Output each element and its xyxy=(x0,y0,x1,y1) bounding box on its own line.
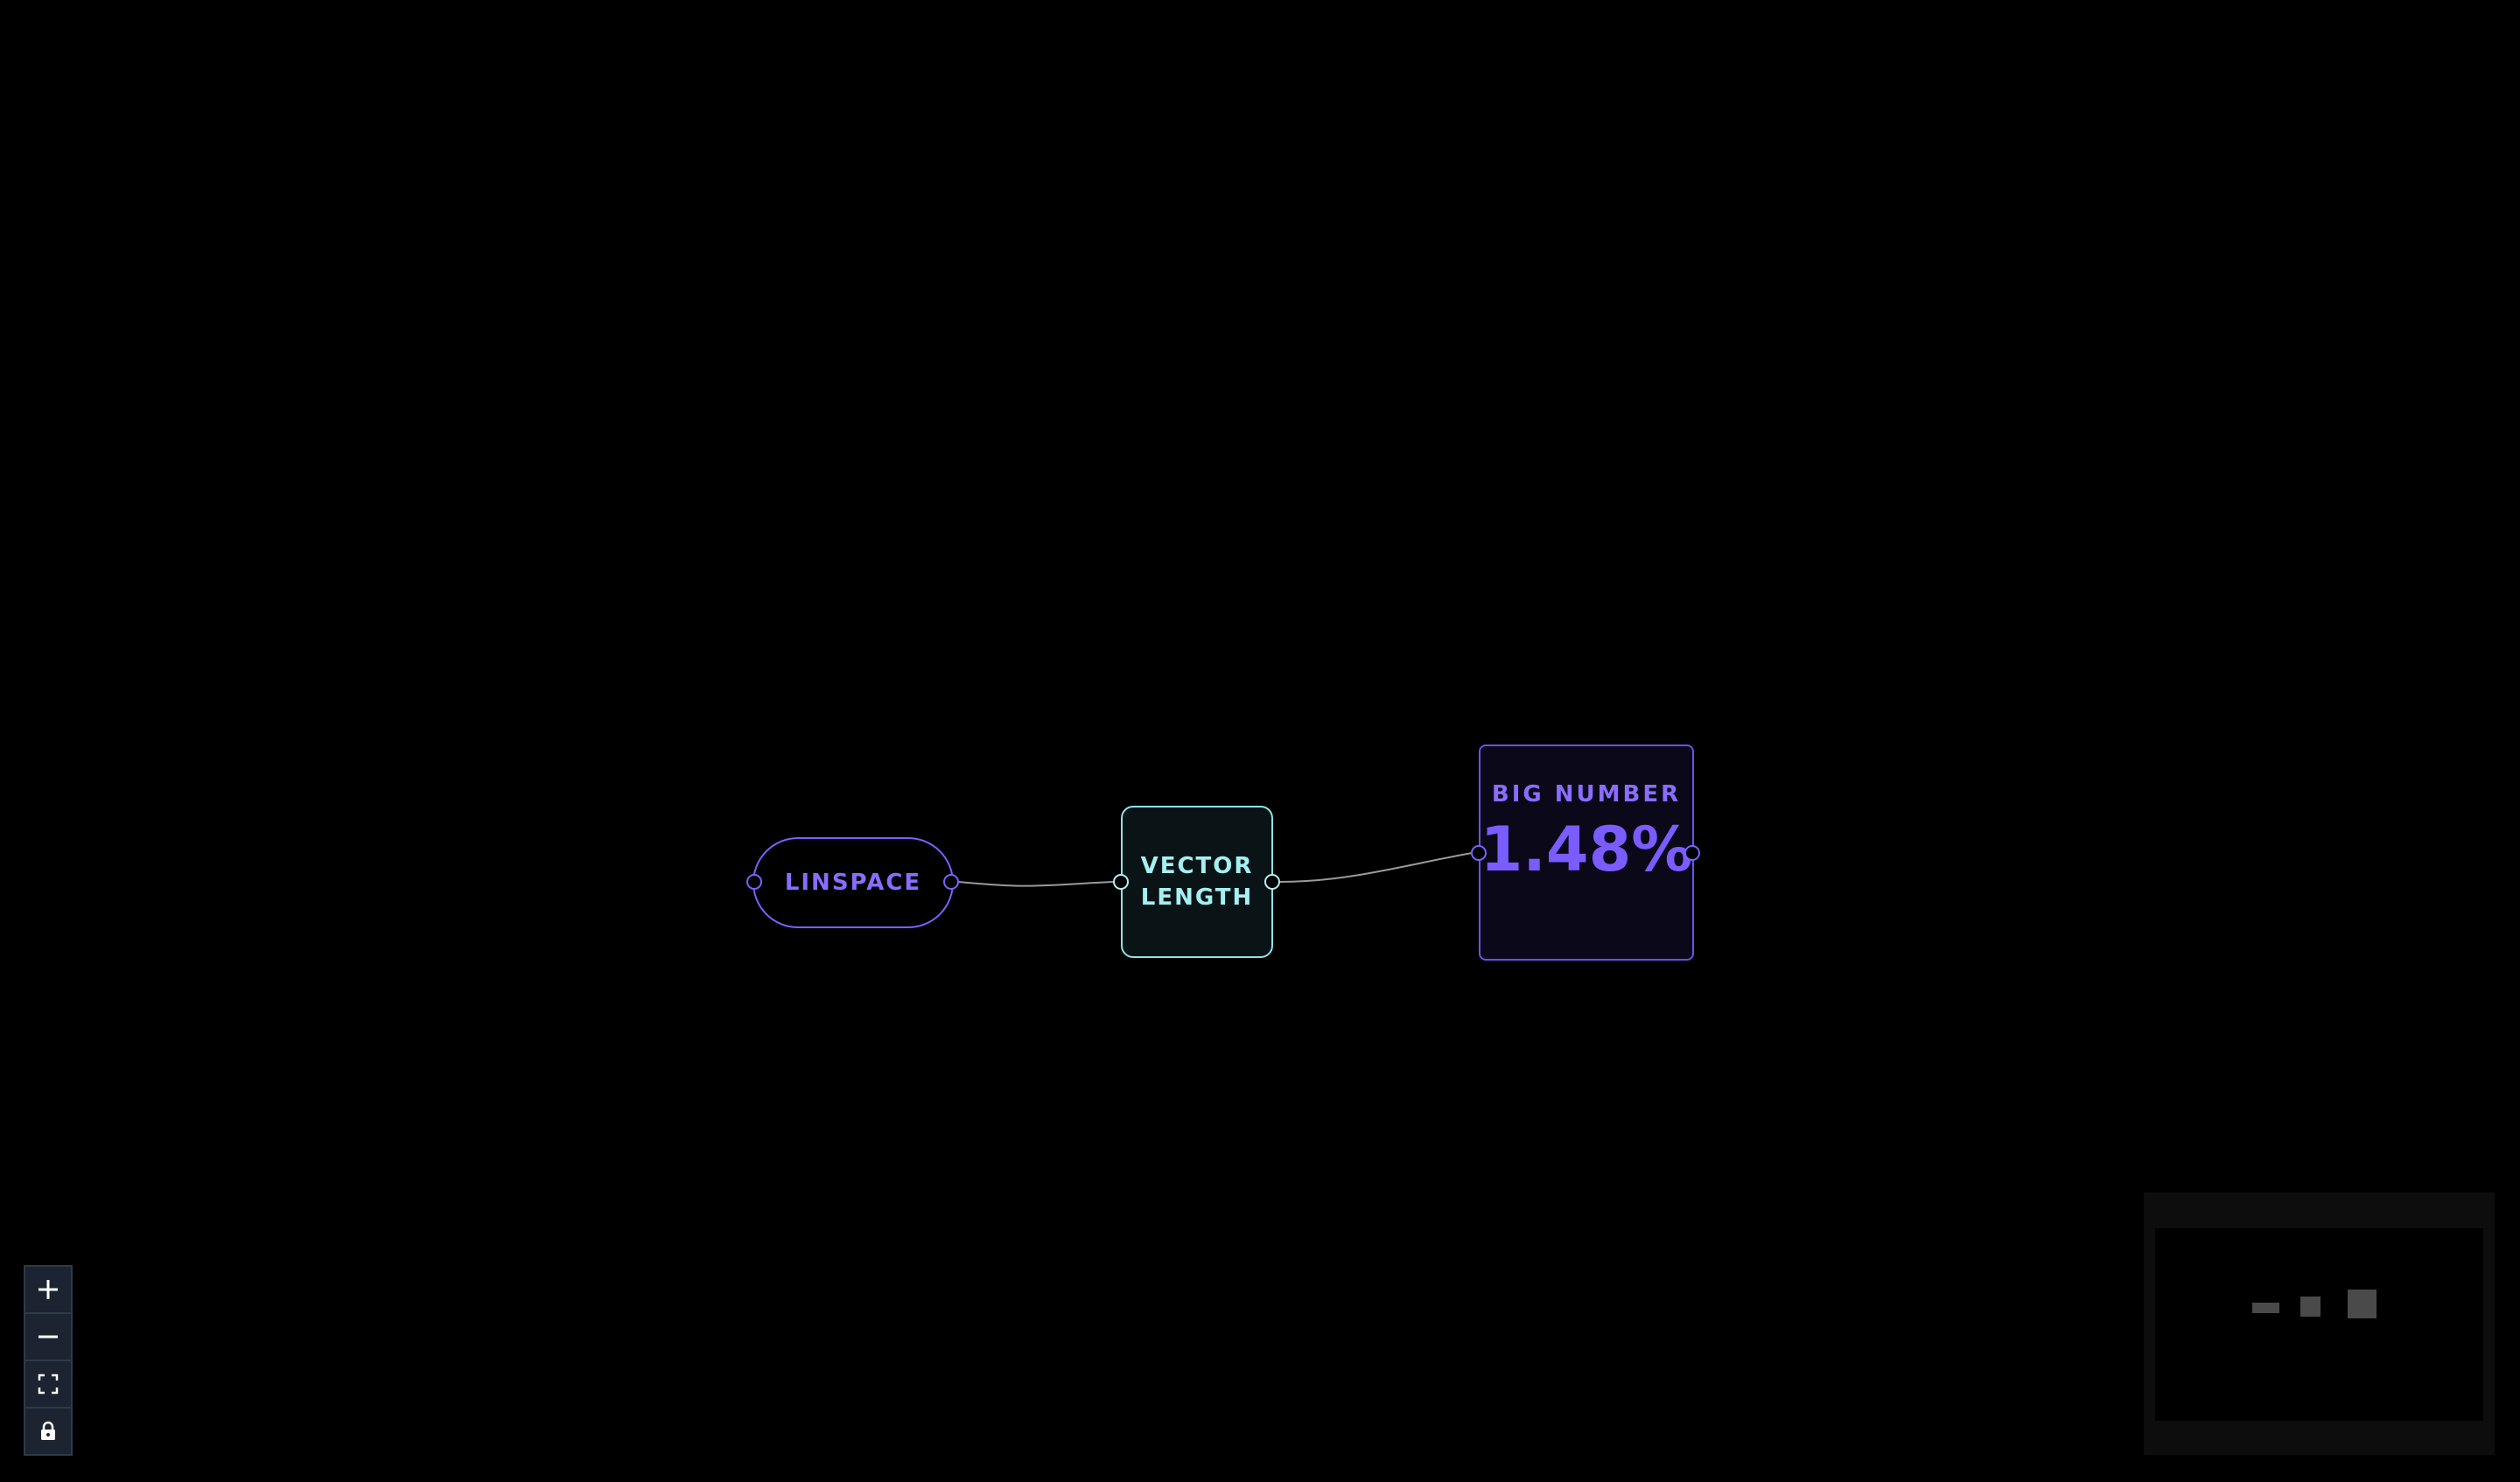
node-big-number[interactable]: BIG NUMBER 1.48% xyxy=(1479,744,1694,961)
minimap[interactable] xyxy=(2144,1192,2495,1455)
lock-button[interactable] xyxy=(25,1409,71,1454)
node-vector-length-input-handle[interactable] xyxy=(1113,874,1129,890)
node-big-number-output-handle[interactable] xyxy=(1684,845,1700,861)
flow-controls xyxy=(24,1265,73,1456)
zoom-out-button[interactable] xyxy=(25,1314,71,1361)
fit-view-icon xyxy=(38,1374,59,1395)
minimap-node-big-number xyxy=(2348,1290,2376,1318)
node-vector-length-label-line1: VECTOR xyxy=(1140,853,1254,879)
edge-linspace-to-vector-length[interactable] xyxy=(957,881,1114,887)
minimap-node-vector-length xyxy=(2300,1297,2320,1317)
node-linspace-label: LINSPACE xyxy=(784,870,922,896)
fit-view-button[interactable] xyxy=(25,1361,71,1409)
node-linspace-input-handle[interactable] xyxy=(746,874,762,890)
edge-vector-length-to-big-number[interactable] xyxy=(1278,852,1473,883)
node-linspace[interactable]: LINSPACE xyxy=(752,837,954,928)
node-vector-length-output-handle[interactable] xyxy=(1264,874,1280,890)
node-big-number-input-handle[interactable] xyxy=(1471,845,1487,861)
minus-icon xyxy=(38,1335,58,1339)
lock-icon xyxy=(41,1421,55,1440)
minimap-viewport[interactable] xyxy=(2155,1228,2483,1421)
zoom-in-button[interactable] xyxy=(25,1267,71,1314)
node-vector-length[interactable]: VECTOR LENGTH xyxy=(1121,806,1273,958)
plus-icon xyxy=(38,1280,58,1299)
node-big-number-title: BIG NUMBER xyxy=(1491,781,1682,807)
node-big-number-value: 1.48% xyxy=(1480,814,1693,885)
node-vector-length-label-line2: LENGTH xyxy=(1140,884,1254,911)
node-linspace-output-handle[interactable] xyxy=(943,874,959,890)
minimap-node-linspace xyxy=(2252,1303,2279,1313)
